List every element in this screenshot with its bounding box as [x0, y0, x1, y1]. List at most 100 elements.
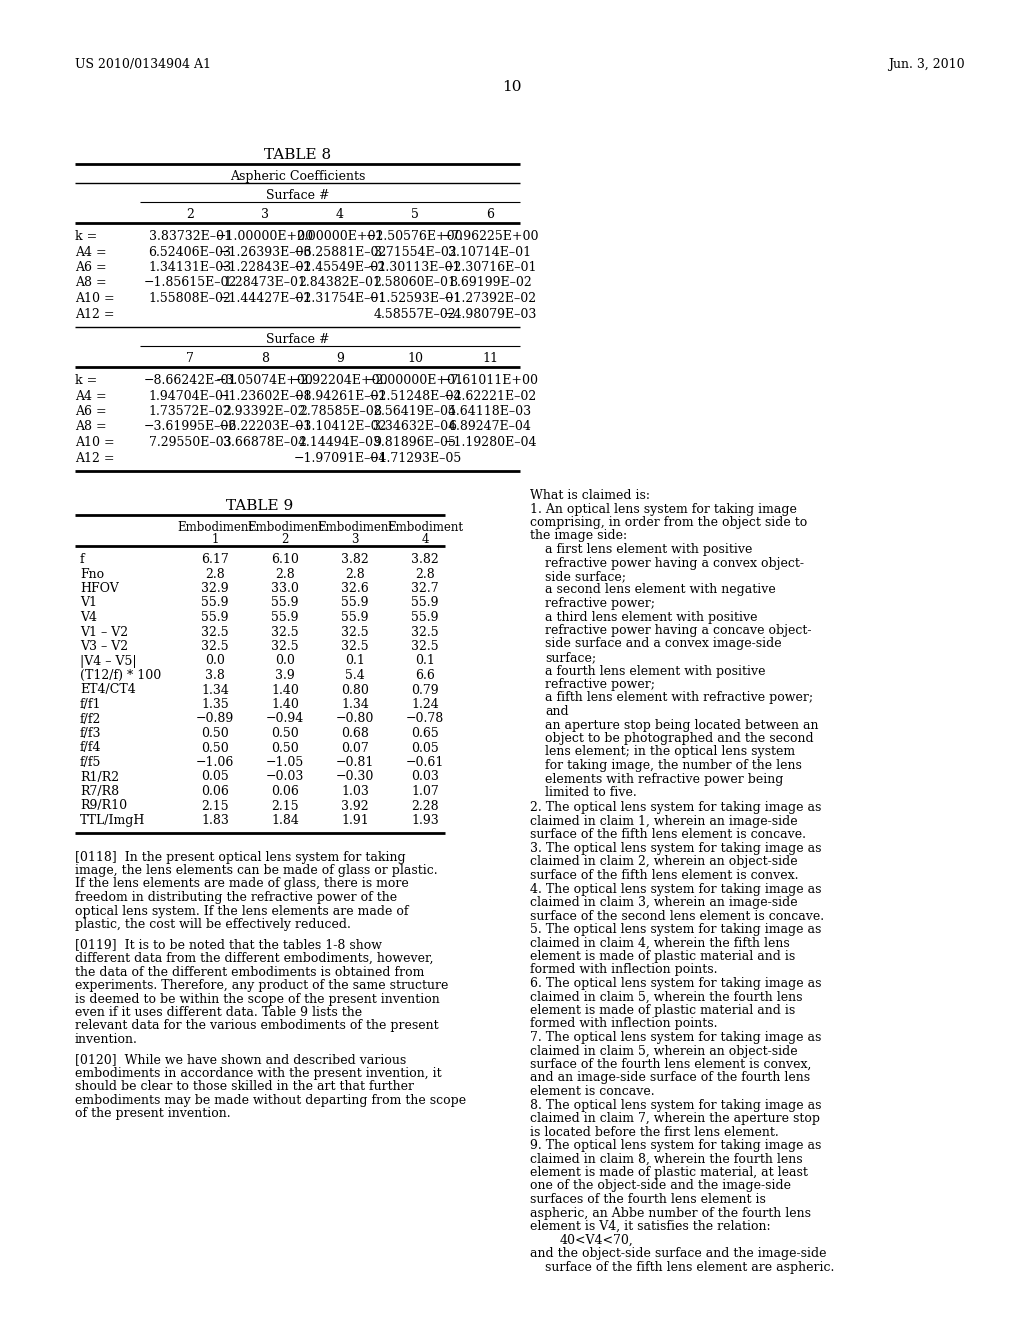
Text: the data of the different embodiments is obtained from: the data of the different embodiments is…: [75, 965, 424, 978]
Text: Aspheric Coefficients: Aspheric Coefficients: [229, 170, 366, 183]
Text: US 2010/0134904 A1: US 2010/0134904 A1: [75, 58, 211, 71]
Text: −1.51248E–02: −1.51248E–02: [369, 389, 462, 403]
Text: should be clear to those skilled in the art that further: should be clear to those skilled in the …: [75, 1081, 414, 1093]
Text: refractive power having a concave object-: refractive power having a concave object…: [545, 624, 811, 638]
Text: What is claimed is:: What is claimed is:: [530, 488, 650, 502]
Text: 6.52406E–03: 6.52406E–03: [148, 246, 231, 259]
Text: element is concave.: element is concave.: [530, 1085, 654, 1098]
Text: −0.94: −0.94: [266, 713, 304, 726]
Text: 4. The optical lens system for taking image as: 4. The optical lens system for taking im…: [530, 883, 821, 895]
Text: |V4 – V5|: |V4 – V5|: [80, 655, 136, 668]
Text: refractive power;: refractive power;: [545, 597, 655, 610]
Text: Jun. 3, 2010: Jun. 3, 2010: [889, 58, 965, 71]
Text: f/f4: f/f4: [80, 742, 101, 755]
Text: −1.10412E–02: −1.10412E–02: [293, 421, 387, 433]
Text: 1. An optical lens system for taking image: 1. An optical lens system for taking ima…: [530, 503, 797, 516]
Text: f/f5: f/f5: [80, 756, 101, 770]
Text: 6: 6: [486, 209, 494, 220]
Text: 3.83732E–01: 3.83732E–01: [148, 230, 231, 243]
Text: 1.91: 1.91: [341, 814, 369, 828]
Text: 8.69199E–02: 8.69199E–02: [449, 276, 531, 289]
Text: 6. The optical lens system for taking image as: 6. The optical lens system for taking im…: [530, 977, 821, 990]
Text: the image side:: the image side:: [530, 529, 627, 543]
Text: 0.68: 0.68: [341, 727, 369, 741]
Text: limited to five.: limited to five.: [545, 785, 637, 799]
Text: R7/R8: R7/R8: [80, 785, 119, 799]
Text: −4.98079E–03: −4.98079E–03: [443, 308, 537, 321]
Text: 2. The optical lens system for taking image as: 2. The optical lens system for taking im…: [530, 801, 821, 814]
Text: embodiments may be made without departing from the scope: embodiments may be made without departin…: [75, 1094, 466, 1107]
Text: −8.66242E–01: −8.66242E–01: [143, 374, 237, 387]
Text: formed with inflection points.: formed with inflection points.: [530, 1018, 718, 1031]
Text: surfaces of the fourth lens element is: surfaces of the fourth lens element is: [530, 1193, 766, 1206]
Text: V3 – V2: V3 – V2: [80, 640, 128, 653]
Text: −0.80: −0.80: [336, 713, 374, 726]
Text: 2.78585E–02: 2.78585E–02: [299, 405, 381, 418]
Text: surface of the fifth lens element is convex.: surface of the fifth lens element is con…: [530, 869, 799, 882]
Text: 3.66878E–04: 3.66878E–04: [223, 436, 306, 449]
Text: 0.50: 0.50: [201, 742, 229, 755]
Text: surface of the fifth lens element are aspheric.: surface of the fifth lens element are as…: [545, 1261, 835, 1274]
Text: 0.06: 0.06: [271, 785, 299, 799]
Text: 5: 5: [411, 209, 419, 220]
Text: 8. The optical lens system for taking image as: 8. The optical lens system for taking im…: [530, 1098, 821, 1111]
Text: TABLE 9: TABLE 9: [226, 499, 294, 513]
Text: 6.89247E–04: 6.89247E–04: [449, 421, 531, 433]
Text: comprising, in order from the object side to: comprising, in order from the object sid…: [530, 516, 807, 529]
Text: −1.26393E–03: −1.26393E–03: [218, 246, 311, 259]
Text: 5. The optical lens system for taking image as: 5. The optical lens system for taking im…: [530, 923, 821, 936]
Text: R1/R2: R1/R2: [80, 771, 119, 784]
Text: 2.00000E+01: 2.00000E+01: [296, 230, 384, 243]
Text: −1.22843E–01: −1.22843E–01: [218, 261, 311, 275]
Text: 55.9: 55.9: [271, 597, 299, 610]
Text: element is made of plastic material and is: element is made of plastic material and …: [530, 1005, 796, 1016]
Text: 2.84382E–01: 2.84382E–01: [299, 276, 382, 289]
Text: claimed in claim 5, wherein an object-side: claimed in claim 5, wherein an object-si…: [530, 1044, 798, 1057]
Text: R9/R10: R9/R10: [80, 800, 127, 813]
Text: 1.73572E–02: 1.73572E–02: [148, 405, 231, 418]
Text: 11: 11: [482, 352, 498, 366]
Text: 55.9: 55.9: [202, 597, 228, 610]
Text: A6 =: A6 =: [75, 261, 106, 275]
Text: 2.14494E–03: 2.14494E–03: [299, 436, 382, 449]
Text: −1.00000E+00: −1.00000E+00: [216, 230, 314, 243]
Text: claimed in claim 8, wherein the fourth lens: claimed in claim 8, wherein the fourth l…: [530, 1152, 803, 1166]
Text: claimed in claim 7, wherein the aperture stop: claimed in claim 7, wherein the aperture…: [530, 1111, 820, 1125]
Text: 32.5: 32.5: [412, 626, 439, 639]
Text: A4 =: A4 =: [75, 246, 106, 259]
Text: −0.78: −0.78: [406, 713, 444, 726]
Text: 40<V4<70,: 40<V4<70,: [560, 1233, 634, 1246]
Text: 32.5: 32.5: [412, 640, 439, 653]
Text: V4: V4: [80, 611, 97, 624]
Text: claimed in claim 5, wherein the fourth lens: claimed in claim 5, wherein the fourth l…: [530, 990, 803, 1003]
Text: a fifth lens element with refractive power;: a fifth lens element with refractive pow…: [545, 692, 813, 705]
Text: 1.34: 1.34: [201, 684, 229, 697]
Text: −2.30113E–01: −2.30113E–01: [369, 261, 462, 275]
Text: 3.82: 3.82: [411, 553, 439, 566]
Text: 0.79: 0.79: [412, 684, 439, 697]
Text: f/f2: f/f2: [80, 713, 101, 726]
Text: A8 =: A8 =: [75, 421, 106, 433]
Text: 1.40: 1.40: [271, 684, 299, 697]
Text: element is made of plastic material and is: element is made of plastic material and …: [530, 950, 796, 964]
Text: 1.40: 1.40: [271, 698, 299, 711]
Text: 3: 3: [351, 533, 358, 546]
Text: f: f: [80, 553, 85, 566]
Text: 0.0: 0.0: [205, 655, 225, 668]
Text: a second lens element with negative: a second lens element with negative: [545, 583, 776, 597]
Text: 2.93392E–02: 2.93392E–02: [223, 405, 306, 418]
Text: 2: 2: [186, 209, 194, 220]
Text: 55.9: 55.9: [412, 611, 438, 624]
Text: 0.50: 0.50: [271, 742, 299, 755]
Text: −2.00000E+01: −2.00000E+01: [366, 374, 464, 387]
Text: one of the object-side and the image-side: one of the object-side and the image-sid…: [530, 1180, 791, 1192]
Text: −1.19280E–04: −1.19280E–04: [443, 436, 537, 449]
Text: V1 – V2: V1 – V2: [80, 626, 128, 639]
Text: −1.97091E–04: −1.97091E–04: [293, 451, 387, 465]
Text: claimed in claim 3, wherein an image-side: claimed in claim 3, wherein an image-sid…: [530, 896, 798, 909]
Text: 2.15: 2.15: [271, 800, 299, 813]
Text: A12 =: A12 =: [75, 308, 115, 321]
Text: 7: 7: [186, 352, 194, 366]
Text: Fno: Fno: [80, 568, 104, 581]
Text: surface of the second lens element is concave.: surface of the second lens element is co…: [530, 909, 824, 923]
